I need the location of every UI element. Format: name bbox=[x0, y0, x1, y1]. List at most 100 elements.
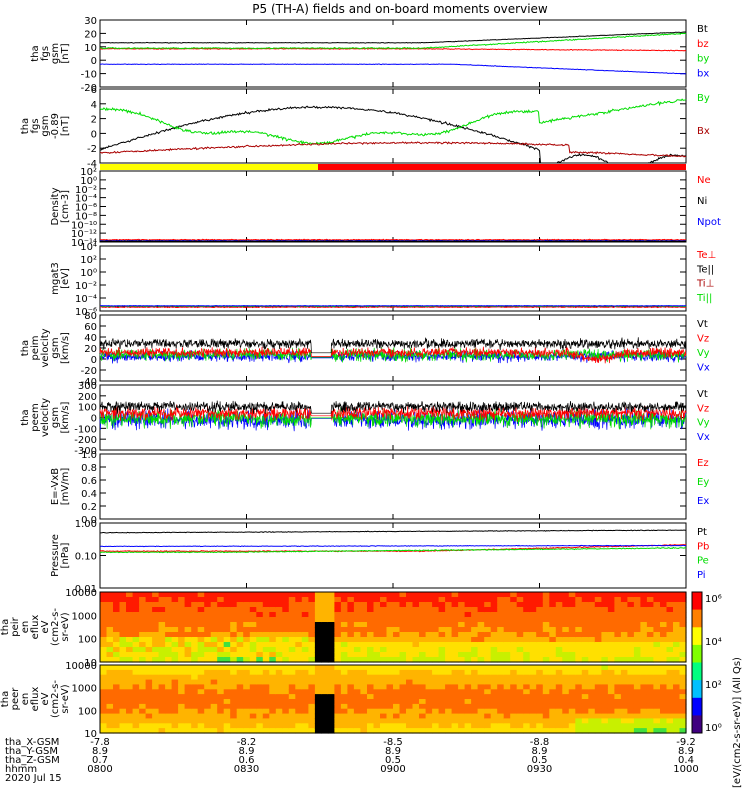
spectrogram-cell bbox=[106, 723, 114, 729]
spectrogram-cell bbox=[464, 689, 472, 695]
spectrogram-cell bbox=[471, 665, 479, 671]
spectrogram-cell bbox=[243, 703, 251, 710]
spectrogram-cell bbox=[549, 647, 557, 653]
spectrogram-cell bbox=[113, 689, 121, 695]
spectrogram-cell bbox=[204, 703, 212, 710]
spectrogram-cell bbox=[484, 708, 492, 715]
spectrogram-cell bbox=[288, 627, 296, 633]
y-tick-label: 10 bbox=[84, 43, 97, 54]
spectrogram-cell bbox=[106, 679, 114, 686]
legend-Ni: Ni bbox=[697, 196, 707, 207]
spectrogram-cell bbox=[295, 637, 303, 643]
spectrogram-cell bbox=[438, 627, 446, 633]
spectrogram-cell bbox=[321, 657, 329, 663]
spectrogram-cell bbox=[529, 699, 537, 705]
spectrogram-cell bbox=[126, 592, 134, 598]
spectrogram-cell bbox=[601, 694, 609, 700]
spectrogram-cell bbox=[119, 679, 127, 686]
spectrogram-cell bbox=[236, 718, 244, 724]
spectrogram-cell bbox=[132, 657, 140, 663]
spectrogram-cell bbox=[588, 597, 596, 603]
spectrogram-cell bbox=[646, 642, 654, 648]
spectrogram-cell bbox=[458, 694, 466, 700]
spectrogram-cell bbox=[438, 592, 446, 598]
spectrogram-cell bbox=[230, 612, 238, 618]
spectrogram-cell bbox=[581, 713, 589, 720]
spectrogram-cell bbox=[106, 612, 114, 618]
spectrogram-cell bbox=[106, 728, 114, 734]
spectrogram-cell bbox=[399, 689, 407, 695]
spectrogram-cell bbox=[295, 689, 303, 695]
spectrogram-cell bbox=[406, 617, 414, 623]
spectrogram-cell bbox=[126, 708, 134, 715]
spectrogram-cell bbox=[393, 622, 401, 628]
spectrogram-cell bbox=[516, 627, 524, 633]
spectrogram-cell bbox=[145, 602, 153, 608]
y-tick-label: 10² bbox=[80, 255, 97, 266]
spectrogram-cell bbox=[386, 592, 394, 598]
spectrogram-cell bbox=[594, 665, 602, 671]
spectrogram-cell bbox=[353, 674, 361, 681]
spectrogram-cell bbox=[464, 597, 472, 603]
spectrogram-cell bbox=[347, 642, 355, 648]
spectrogram-cell bbox=[197, 689, 205, 695]
spectrogram-cell bbox=[191, 665, 199, 671]
legend-Te⊥: Te⊥ bbox=[696, 250, 716, 261]
spectrogram-cell bbox=[640, 657, 648, 663]
footer-tick: 8.9 bbox=[385, 746, 401, 757]
spectrogram-cell bbox=[119, 627, 127, 633]
y-axis-label: sr-eV) bbox=[60, 684, 71, 713]
spectrogram-cell bbox=[126, 694, 134, 700]
spectrogram-cell bbox=[373, 627, 381, 633]
series-Vz bbox=[99, 345, 687, 364]
spectrogram-cell bbox=[646, 597, 654, 603]
spectrogram-cell bbox=[321, 617, 329, 623]
spectrogram-cell bbox=[178, 694, 186, 700]
spectrogram-cell bbox=[607, 652, 615, 658]
y-tick-label: 20 bbox=[84, 344, 97, 355]
spectrogram-cell bbox=[406, 723, 414, 729]
spectrogram-cell bbox=[282, 713, 290, 720]
spectrogram-cell bbox=[204, 622, 212, 628]
spectrogram-cell bbox=[399, 632, 407, 638]
spectrogram-cell bbox=[438, 703, 446, 710]
spectrogram-cell bbox=[314, 622, 322, 628]
spectrogram-cell bbox=[562, 592, 570, 598]
spectrogram-cell bbox=[327, 674, 335, 681]
spectrogram-cell bbox=[373, 652, 381, 658]
spectrogram-cell bbox=[412, 637, 420, 643]
spectrogram-cell bbox=[471, 657, 479, 663]
spectrogram-cell bbox=[490, 665, 498, 671]
spectrogram-cell bbox=[451, 642, 459, 648]
spectrogram-cell bbox=[451, 657, 459, 663]
spectrogram-cell bbox=[113, 665, 121, 671]
spectrogram-cell bbox=[477, 718, 485, 724]
spectrogram-cell bbox=[262, 689, 270, 695]
spectrogram-cell bbox=[152, 723, 160, 729]
y-axis-label: [km/s] bbox=[60, 401, 71, 433]
spectrogram-cell bbox=[497, 694, 505, 700]
spectrogram-cell bbox=[126, 665, 134, 671]
spectrogram-cell bbox=[269, 679, 277, 686]
spectrogram-cell bbox=[178, 723, 186, 729]
spectrogram-cell bbox=[282, 708, 290, 715]
spectrogram-cell bbox=[419, 607, 427, 613]
spectrogram-cell bbox=[471, 728, 479, 734]
legend-Ex: Ex bbox=[697, 496, 709, 507]
spectrogram-cell bbox=[588, 637, 596, 643]
spectrogram-cell bbox=[399, 699, 407, 705]
spectrogram-cell bbox=[660, 699, 668, 705]
spectrogram-cell bbox=[301, 602, 309, 608]
legend-Ti⊥: Ti⊥ bbox=[696, 279, 714, 290]
spectrogram-cell bbox=[464, 647, 472, 653]
spectrogram-cell bbox=[503, 708, 511, 715]
spectrogram-cell bbox=[653, 612, 661, 618]
y-tick-label: 0.4 bbox=[81, 489, 97, 500]
spectrogram-cell bbox=[308, 642, 316, 648]
spectrogram-cell bbox=[523, 708, 531, 715]
spectrogram-cell bbox=[132, 617, 140, 623]
spectrogram-cell bbox=[568, 617, 576, 623]
spectrogram-cell bbox=[360, 627, 368, 633]
spectrogram-cell bbox=[321, 652, 329, 658]
spectrogram-cell bbox=[432, 723, 440, 729]
